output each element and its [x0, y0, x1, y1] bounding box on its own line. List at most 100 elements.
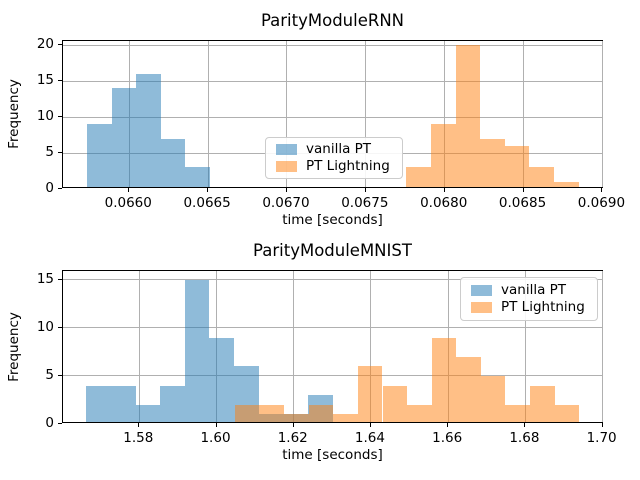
hist-bar [357, 366, 383, 422]
legend-swatch [276, 161, 297, 172]
hist-bar [185, 167, 210, 187]
y-tick-label: 10 [36, 318, 54, 335]
x-axis-label: time [seconds] [282, 212, 383, 228]
hist-bar [406, 167, 431, 187]
hist-bar [259, 404, 285, 422]
x-tick-label: 0.0680 [420, 195, 468, 211]
y-tick-mark [58, 374, 62, 376]
hist-bar [333, 414, 358, 422]
x-tick-label: 1.66 [432, 430, 463, 446]
gridline-horizontal [63, 44, 602, 46]
y-tick-mark [58, 44, 62, 46]
x-tick-mark [128, 188, 130, 192]
gridline-horizontal [63, 327, 602, 329]
gridline-vertical [602, 271, 604, 422]
hist-bar [431, 337, 457, 422]
legend: vanilla PT PT Lightning [265, 137, 403, 179]
hist-bar [456, 356, 481, 422]
gridline-horizontal [63, 80, 602, 82]
gridline-vertical [365, 41, 367, 187]
y-tick-mark [58, 423, 62, 424]
gridline-vertical [207, 41, 209, 187]
gridline-horizontal [63, 116, 602, 118]
gridline-vertical [524, 271, 526, 422]
plot-area [62, 270, 604, 423]
plot-area [62, 40, 603, 188]
x-tick-label: 1.64 [354, 430, 385, 446]
y-tick-label: 5 [45, 144, 54, 161]
hist-bar [308, 404, 334, 422]
gridline-vertical [601, 41, 603, 187]
hist-bar [530, 385, 555, 422]
hist-bar [554, 404, 580, 422]
legend: vanilla PT PT Lightning [460, 277, 598, 321]
x-tick-mark [369, 423, 371, 427]
hist-bar [529, 167, 554, 187]
y-tick-mark [58, 80, 62, 82]
y-tick-mark [58, 326, 62, 328]
hist-bar [284, 414, 309, 422]
x-axis-label: time [seconds] [282, 447, 383, 463]
x-tick-mark [443, 188, 445, 192]
chart-title: ParityModuleRNN [260, 11, 405, 30]
legend-item: vanilla PT [471, 282, 587, 299]
legend-item: vanilla PT [276, 141, 392, 158]
x-tick-mark [285, 188, 287, 192]
legend-label: vanilla PT [501, 281, 567, 298]
x-tick-label: 0.0690 [577, 195, 626, 211]
hist-bar [136, 74, 161, 187]
gridline-vertical [293, 271, 295, 422]
gridline-horizontal [63, 279, 602, 281]
y-tick-label: 10 [36, 108, 54, 125]
x-tick-label: 0.0685 [498, 195, 547, 211]
y-tick-mark [58, 278, 62, 280]
y-tick-label: 0 [45, 180, 54, 196]
y-tick-label: 15 [36, 72, 54, 89]
legend-item: PT Lightning [276, 158, 392, 175]
x-tick-label: 0.0665 [183, 195, 231, 211]
y-tick-label: 20 [36, 36, 54, 53]
y-axis-label: Frequency [6, 311, 22, 382]
hist-bar [111, 88, 137, 187]
gridline-vertical [286, 41, 288, 187]
legend-label: vanilla PT [306, 141, 372, 157]
gridline-horizontal [63, 375, 602, 377]
hist-bar [407, 404, 432, 422]
legend-label: PT Lightning [306, 158, 390, 174]
hist-bar [110, 385, 136, 422]
y-tick-mark [58, 116, 62, 118]
hist-bar [505, 404, 531, 422]
y-tick-mark [58, 152, 62, 154]
hist-bar [86, 124, 112, 187]
legend-swatch [276, 144, 297, 155]
hist-bar [209, 337, 235, 422]
x-tick-mark [447, 423, 449, 427]
x-tick-label: 0.0670 [262, 195, 310, 211]
x-tick-mark [138, 423, 140, 427]
y-tick-mark [58, 188, 62, 189]
x-tick-mark [364, 188, 366, 192]
legend-item: PT Lightning [471, 299, 587, 316]
x-tick-mark [292, 423, 294, 427]
hist-bar [382, 385, 408, 422]
hist-bar [480, 138, 505, 187]
hist-bar [135, 404, 161, 422]
hist-bar [504, 145, 530, 187]
hist-bar [480, 375, 506, 422]
x-tick-label: 0.0675 [341, 195, 389, 211]
legend-swatch [471, 302, 492, 314]
x-tick-label: 0.0660 [104, 195, 152, 211]
x-tick-mark [524, 423, 526, 427]
legend-swatch [471, 284, 492, 296]
legend-label: PT Lightning [501, 299, 585, 316]
gridline-vertical [523, 41, 525, 187]
x-tick-label: 1.58 [123, 430, 154, 446]
x-tick-mark [207, 188, 209, 192]
hist-bar [554, 181, 579, 187]
x-tick-label: 1.70 [586, 430, 617, 446]
y-tick-label: 5 [45, 366, 54, 383]
x-tick-mark [601, 423, 603, 427]
